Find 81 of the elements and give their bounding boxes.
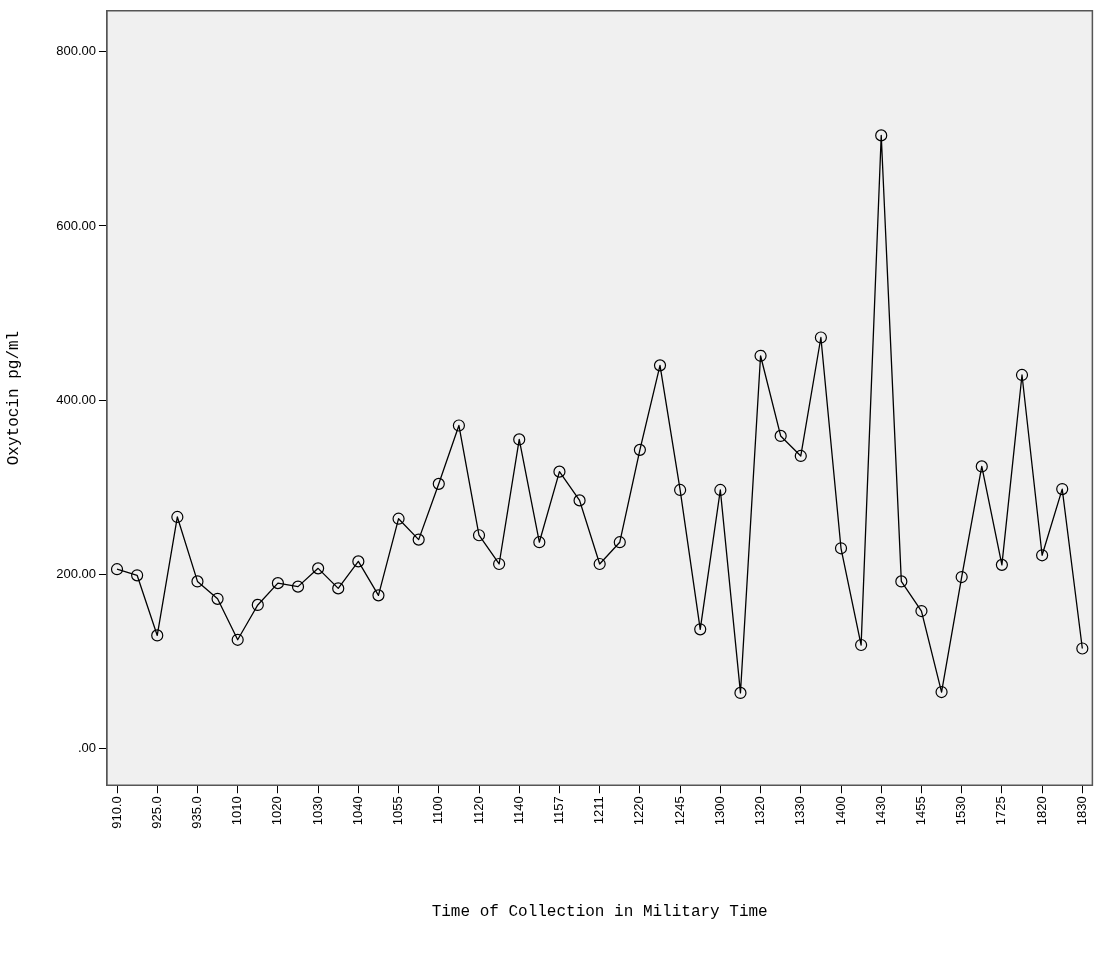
x-tick-label: 1725 (993, 796, 1009, 826)
point (774, 429, 787, 443)
point (392, 512, 405, 525)
point (171, 510, 184, 524)
point (573, 494, 586, 507)
point (613, 536, 626, 549)
x-tick-label: 1157 (551, 796, 567, 825)
point (915, 604, 928, 618)
point (995, 558, 1008, 571)
x-tick-label: 1400 (832, 796, 848, 826)
point (975, 460, 988, 473)
point (412, 533, 425, 546)
point (553, 465, 566, 478)
x-tick-label: 1530 (953, 796, 969, 826)
x-tick-label: 1430 (872, 796, 888, 826)
x-tick-label: 1320 (752, 796, 768, 826)
point (131, 569, 144, 582)
x-tick-label: 1020 (269, 796, 285, 826)
y-tick-label: 600.00 (56, 217, 96, 233)
y-tick-label: 400.00 (56, 391, 96, 407)
x-tick-label: 1300 (711, 796, 727, 826)
point (593, 557, 606, 571)
x-tick-label: 1211 (591, 796, 607, 825)
point (875, 129, 888, 142)
x-tick-label: 925.0 (148, 796, 164, 829)
point (794, 449, 807, 463)
x-tick-label: 1330 (792, 796, 808, 826)
x-tick-label: 1100 (430, 796, 446, 825)
point (452, 419, 465, 432)
point (513, 433, 526, 446)
x-tick-label: 1010 (229, 796, 245, 826)
point (834, 542, 848, 555)
x-tick-label: 1455 (913, 796, 929, 826)
point (895, 575, 908, 588)
point (653, 359, 667, 372)
point (855, 638, 868, 652)
point (955, 570, 968, 584)
x-tick-label: 1140 (510, 796, 526, 825)
point (493, 557, 506, 571)
x-tick-label: 935.0 (189, 796, 205, 829)
point (191, 575, 204, 588)
y-tick-label: 200.00 (56, 566, 96, 582)
point (110, 563, 124, 576)
point (714, 483, 727, 497)
point (734, 686, 747, 700)
y-tick-label: 800.00 (56, 43, 96, 59)
point (352, 555, 365, 568)
y-axis-title: Oxytocin pg/ml (4, 330, 23, 466)
point (231, 633, 244, 646)
point (332, 582, 345, 595)
point (271, 577, 284, 590)
point (754, 349, 767, 362)
x-tick-label: 1830 (1073, 796, 1089, 826)
point (432, 477, 445, 490)
point (694, 623, 707, 636)
point (151, 629, 164, 642)
x-tick-label: 1820 (1033, 796, 1049, 826)
x-axis-title: Time of Collection in Military Time (431, 902, 768, 921)
point (814, 331, 827, 344)
x-tick-label: 1120 (470, 796, 486, 825)
point (372, 589, 385, 602)
x-tick-label: 910.0 (108, 796, 124, 829)
y-tick-label: .00 (77, 740, 96, 756)
point (1076, 642, 1089, 655)
point (935, 685, 948, 699)
point (633, 443, 646, 456)
point (472, 529, 486, 542)
x-tick-label: 1245 (671, 796, 687, 826)
point (1036, 549, 1049, 562)
point (291, 580, 305, 593)
point (533, 536, 546, 549)
x-tick-label: 1040 (349, 796, 365, 826)
point (674, 483, 687, 497)
x-tick-label: 1030 (309, 796, 325, 826)
x-tick-label: 1055 (390, 796, 406, 826)
point (1015, 368, 1029, 382)
point (312, 562, 325, 575)
point (1056, 482, 1069, 496)
point (251, 598, 264, 612)
x-tick-label: 1220 (631, 796, 647, 826)
point (211, 592, 224, 605)
